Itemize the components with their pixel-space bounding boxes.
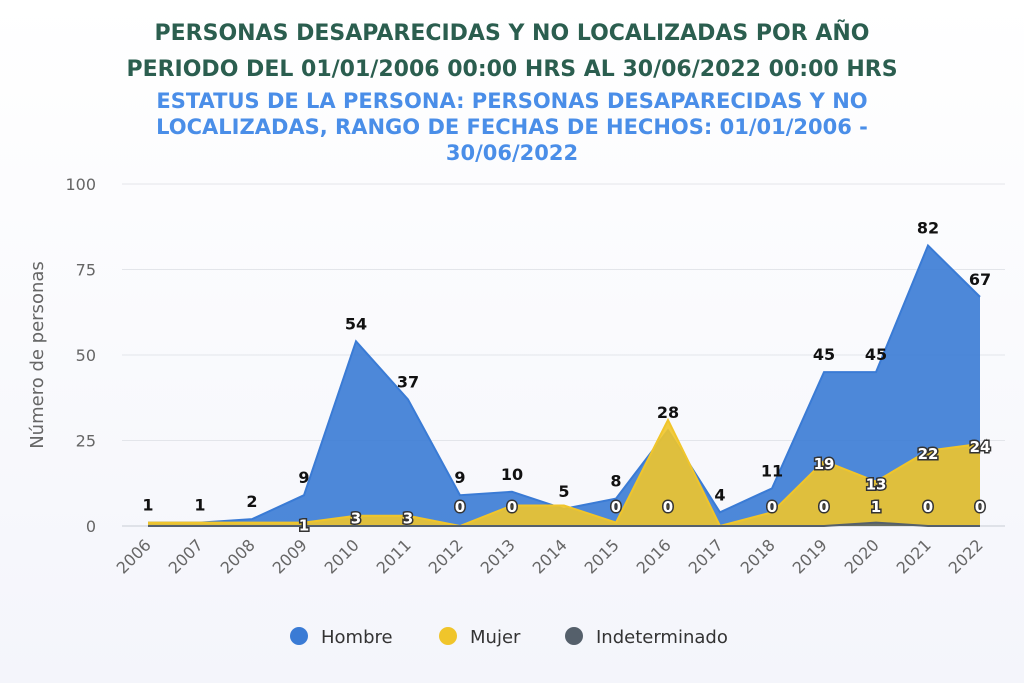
data-label-hombre: 1: [142, 496, 153, 515]
x-tick-label: 2012: [425, 535, 467, 577]
y-tick-label: 75: [76, 261, 96, 280]
data-label-indeterminado: 0: [923, 498, 933, 516]
x-tick-label: 2020: [841, 535, 883, 577]
x-tick-label: 2021: [893, 535, 935, 577]
line-mujer: [148, 417, 981, 528]
data-label-hombre: 4: [714, 485, 725, 504]
data-label-hombre: 1: [194, 496, 205, 515]
data-label-hombre: 8: [610, 472, 621, 491]
x-tick-label: 2011: [373, 535, 415, 577]
y-axis-ticks: 0 25 50 75 100: [65, 175, 96, 536]
data-label-hombre: 10: [501, 465, 523, 484]
data-label-mujer: 22: [918, 445, 939, 463]
chart-subtitle-line3: 30/06/2022: [446, 141, 578, 165]
legend-marker-hombre: [290, 627, 308, 645]
data-label-indeterminado: 0: [455, 498, 465, 516]
x-tick-label: 2016: [633, 535, 675, 577]
x-tick-label: 2017: [685, 535, 727, 577]
x-tick-label: 2019: [789, 535, 831, 577]
legend-label-mujer: Mujer: [470, 627, 521, 648]
x-tick-label: 2014: [529, 535, 571, 577]
data-label-indeterminado: 0: [663, 498, 673, 516]
data-label-indeterminado: 0: [767, 498, 777, 516]
x-axis-ticks: 2006 2007 2008 2009 2010 2011 2012 2013 2014 2015…: [113, 535, 987, 577]
area-indeterminado: [148, 522, 980, 526]
data-label-hombre: 9: [298, 468, 309, 487]
data-label-mujer: 3: [351, 510, 361, 528]
data-label-mujer: 24: [970, 438, 991, 456]
area-mujer: [148, 419, 980, 526]
x-tick-label: 2022: [945, 535, 987, 577]
legend-marker-indeterminado: [565, 627, 583, 645]
legend-item-indeterminado[interactable]: Indeterminado: [565, 627, 728, 648]
x-tick-label: 2013: [477, 535, 519, 577]
data-label-mujer: 1: [299, 517, 309, 535]
data-label-indeterminado: 0: [507, 498, 517, 516]
data-label-indeterminado: 0: [975, 498, 985, 516]
data-label-mujer: 19: [814, 455, 835, 473]
data-label-mujer: 13: [866, 476, 887, 494]
data-label-hombre: 37: [397, 372, 419, 391]
legend-item-hombre[interactable]: Hombre: [290, 627, 393, 648]
x-tick-label: 2009: [269, 535, 311, 577]
data-label-hombre: 54: [345, 314, 367, 333]
chart-subtitle-line2: LOCALIZADAS, RANGO DE FECHAS DE HECHOS: …: [156, 115, 868, 139]
x-tick-label: 2015: [581, 535, 623, 577]
legend: Hombre Mujer Indeterminado: [290, 627, 728, 648]
data-label-indeterminado: 0: [611, 498, 621, 516]
data-label-hombre: 2: [246, 492, 257, 511]
data-label-hombre: 82: [917, 219, 939, 238]
data-label-hombre: 45: [865, 345, 887, 364]
area-series: [148, 243, 981, 528]
legend-item-mujer[interactable]: Mujer: [439, 627, 521, 648]
y-tick-label: 25: [76, 432, 96, 451]
y-tick-label: 50: [76, 346, 96, 365]
y-tick-label: 100: [65, 175, 96, 194]
data-label-indeterminado: 1: [871, 498, 881, 516]
legend-marker-mujer: [439, 627, 457, 645]
legend-label-hombre: Hombre: [321, 627, 393, 648]
chart-title-line2: PERIODO DEL 01/01/2006 00:00 HRS AL 30/0…: [126, 57, 897, 82]
chart-title-line1: PERSONAS DESAPARECIDAS Y NO LOCALIZADAS …: [155, 20, 870, 46]
data-label-hombre: 45: [813, 345, 835, 364]
y-tick-label: 0: [86, 517, 96, 536]
data-label-mujer: 3: [403, 510, 413, 528]
x-tick-label: 2006: [113, 535, 155, 577]
data-label-hombre: 28: [657, 403, 679, 422]
data-label-hombre: 67: [969, 270, 991, 289]
data-label-hombre: 9: [454, 468, 465, 487]
x-tick-label: 2007: [165, 535, 207, 577]
legend-label-indeterminado: Indeterminado: [596, 627, 728, 648]
x-tick-label: 2008: [217, 535, 259, 577]
data-label-indeterminado: 0: [819, 498, 829, 516]
y-axis-label: Número de personas: [27, 261, 48, 449]
chart-subtitle-line1: ESTATUS DE LA PERSONA: PERSONAS DESAPARE…: [156, 89, 867, 113]
area-hombre: [148, 245, 980, 526]
data-label-hombre: 11: [761, 461, 783, 480]
line-indeterminado: [148, 521, 980, 527]
x-tick-label: 2010: [321, 535, 363, 577]
x-tick-label: 2018: [737, 535, 779, 577]
data-label-hombre: 5: [558, 482, 569, 501]
